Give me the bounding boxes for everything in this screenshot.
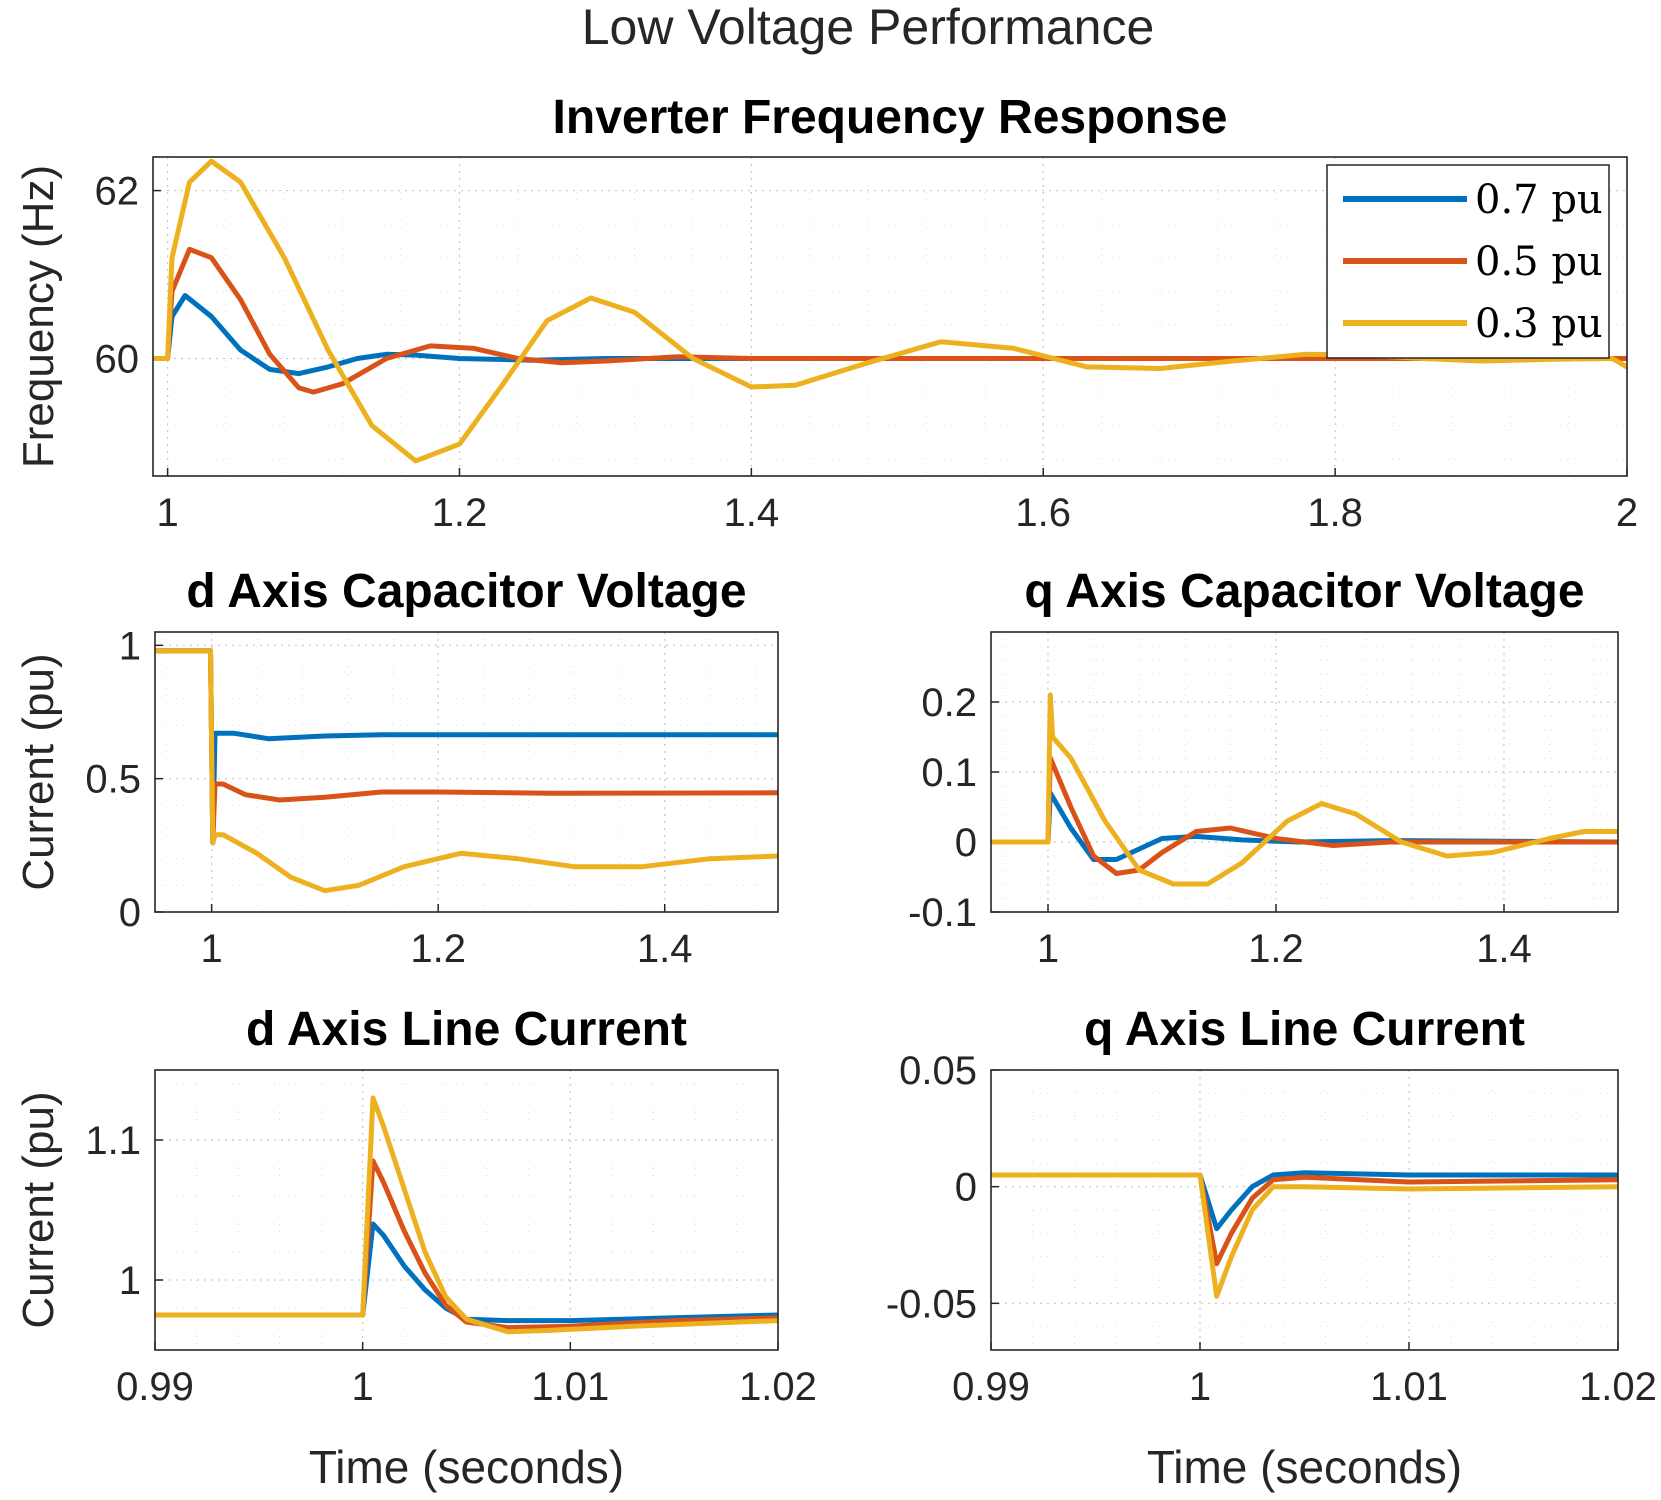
axes-box bbox=[990, 1069, 1619, 1351]
x-tick-label: 1.02 bbox=[739, 1365, 817, 1409]
series-group bbox=[155, 1095, 778, 1335]
legend: 0.7 pu 0.5 pu 0.3 pu bbox=[1326, 164, 1610, 359]
series-group bbox=[991, 1170, 1618, 1299]
x-tick-label: 1.4 bbox=[637, 927, 693, 971]
plot-title: q Axis Capacitor Voltage bbox=[1024, 565, 1584, 618]
x-tick-label: 1.02 bbox=[1579, 1365, 1657, 1409]
x-tick-label: 1.2 bbox=[1248, 927, 1304, 971]
y-tick-label: 62 bbox=[95, 170, 140, 214]
series-line-0-3-pu bbox=[155, 1095, 778, 1335]
axes-box bbox=[154, 631, 779, 913]
plot-title: d Axis Capacitor Voltage bbox=[186, 565, 746, 618]
series-line-0-3-pu bbox=[991, 1172, 1618, 1299]
series-line-0-3-pu bbox=[155, 648, 778, 894]
axes-box bbox=[152, 156, 1628, 477]
figure-title: Low Voltage Performance bbox=[582, 0, 1155, 55]
y-tick-label: -0.1 bbox=[908, 891, 977, 935]
series-line-0-3-pu bbox=[991, 692, 1618, 887]
x-tick-label: 1 bbox=[201, 927, 223, 971]
y-tick-label: 0 bbox=[119, 891, 141, 935]
y-tick-label: 0 bbox=[955, 821, 977, 865]
plot-area bbox=[991, 632, 1618, 912]
axes-box bbox=[154, 1069, 779, 1351]
y-tick-label: 0.5 bbox=[85, 758, 141, 802]
y-tick-label: 1 bbox=[119, 624, 141, 668]
y-tick-label: 0.05 bbox=[899, 1049, 977, 1093]
series-line-0-7-pu bbox=[153, 293, 1627, 377]
y-axis-label: Current (pu) bbox=[14, 653, 63, 890]
x-tick-label: 1 bbox=[352, 1365, 374, 1409]
plot-ioq: 0.99 1 1.01 1.02 -0.05 0 0.05 q Axis Line Curre… bbox=[886, 1003, 1657, 1493]
x-tick-label: 1.01 bbox=[1370, 1365, 1448, 1409]
x-tick-label: 1 bbox=[1189, 1365, 1211, 1409]
x-tick-label: 1.01 bbox=[531, 1365, 609, 1409]
y-tick-label: 0.1 bbox=[921, 751, 977, 795]
plot-area bbox=[155, 1070, 778, 1350]
x-tick-label: 2 bbox=[1616, 491, 1638, 535]
x-tick-label: 1.4 bbox=[724, 491, 780, 535]
plot-title: d Axis Line Current bbox=[246, 1003, 687, 1056]
y-tick-label: 60 bbox=[95, 337, 140, 381]
axes-box bbox=[990, 631, 1619, 913]
legend-label: 0.7 pu bbox=[1475, 177, 1603, 223]
plot-area bbox=[991, 1070, 1618, 1350]
y-axis-label: Frequency (Hz) bbox=[14, 165, 63, 468]
y-tick-label: 0 bbox=[955, 1166, 977, 1210]
y-tick-label: 1.1 bbox=[85, 1119, 141, 1163]
plot-vcq: 1 1.2 1.4 -0.1 0 0.1 0.2 q Axis Capacitor Volta… bbox=[908, 565, 1619, 971]
x-tick-label: 1.4 bbox=[1476, 927, 1532, 971]
series-line-0-5-pu bbox=[991, 755, 1618, 876]
y-tick-label: -0.05 bbox=[886, 1282, 977, 1326]
x-tick-label: 1.2 bbox=[432, 491, 488, 535]
legend-label: 0.5 pu bbox=[1475, 239, 1603, 285]
plot-freq: 1 1.2 1.4 1.6 1.8 2 60 62 Inverter Frequency Res… bbox=[14, 91, 1638, 535]
x-tick-label: 1 bbox=[156, 491, 178, 535]
x-tick-label: 1.2 bbox=[410, 927, 466, 971]
series-line-0-7-pu bbox=[155, 1221, 778, 1324]
x-tick-label: 1.6 bbox=[1015, 491, 1071, 535]
plot-title: Inverter Frequency Response bbox=[553, 91, 1228, 144]
series-group bbox=[155, 648, 778, 894]
x-axis-label: Time (seconds) bbox=[309, 1441, 624, 1493]
y-tick-label: 1 bbox=[119, 1259, 141, 1303]
y-tick-label: 0.2 bbox=[921, 681, 977, 725]
series-group bbox=[991, 692, 1618, 887]
plot-iod: 0.99 1 1.01 1.02 1 1.1 d Axis Line Current Curr… bbox=[14, 1003, 817, 1493]
plot-title: q Axis Line Current bbox=[1084, 1003, 1525, 1056]
x-axis-label: Time (seconds) bbox=[1147, 1441, 1462, 1493]
x-tick-label: 0.99 bbox=[952, 1365, 1030, 1409]
plot-area bbox=[155, 632, 778, 912]
y-axis-label: Current (pu) bbox=[14, 1091, 63, 1328]
x-tick-label: 0.99 bbox=[116, 1365, 194, 1409]
x-tick-label: 1.8 bbox=[1307, 491, 1363, 535]
legend-label: 0.3 pu bbox=[1475, 301, 1603, 347]
series-line-0-5-pu bbox=[153, 246, 1627, 395]
plot-vcd: 1 1.2 1.4 0 0.5 1 d Axis Capacitor Voltage Curr… bbox=[14, 565, 779, 971]
x-tick-label: 1 bbox=[1037, 927, 1059, 971]
